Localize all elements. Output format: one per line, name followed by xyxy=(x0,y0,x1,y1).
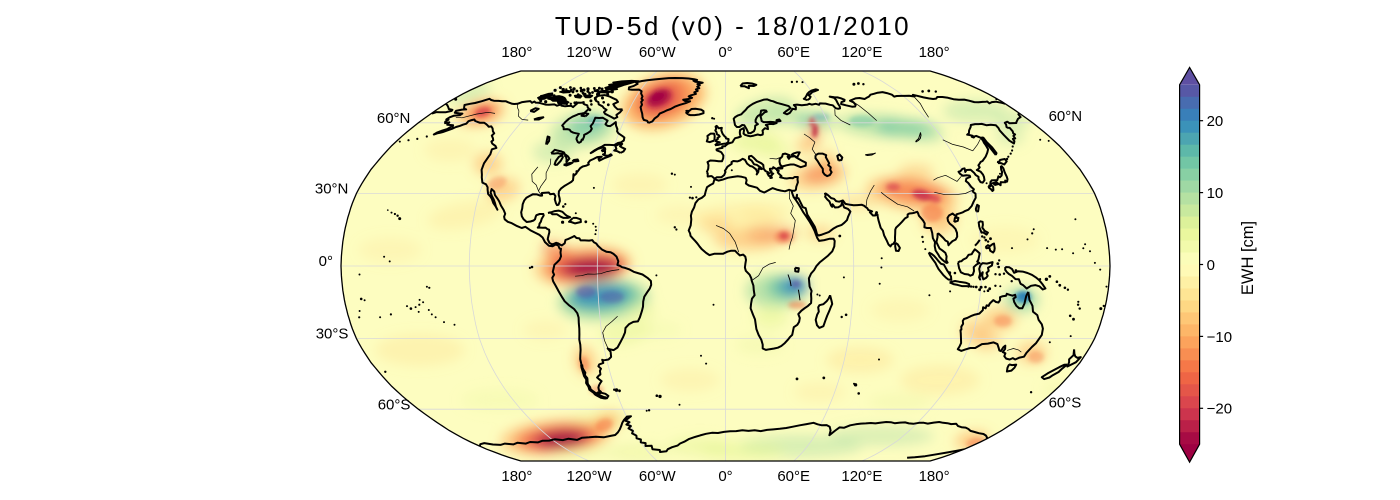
svg-text:60°S: 60°S xyxy=(378,396,411,413)
svg-text:60°N: 60°N xyxy=(377,110,411,127)
svg-text:30°N: 30°N xyxy=(315,181,349,198)
svg-text:0°: 0° xyxy=(718,468,732,485)
svg-text:30°S: 30°S xyxy=(316,326,349,343)
svg-text:10: 10 xyxy=(1207,185,1224,202)
svg-text:60°E: 60°E xyxy=(777,44,810,61)
svg-text:20: 20 xyxy=(1207,113,1224,130)
svg-text:120°E: 120°E xyxy=(841,468,882,485)
svg-text:120°W: 120°W xyxy=(567,44,613,61)
svg-text:0: 0 xyxy=(1207,257,1215,274)
svg-text:120°W: 120°W xyxy=(567,468,613,485)
svg-text:0°: 0° xyxy=(718,44,732,61)
svg-text:120°E: 120°E xyxy=(841,44,882,61)
svg-text:180°: 180° xyxy=(501,44,532,61)
svg-text:60°N: 60°N xyxy=(1049,108,1083,125)
svg-text:−20: −20 xyxy=(1207,401,1232,418)
svg-text:−10: −10 xyxy=(1207,329,1232,346)
svg-text:60°W: 60°W xyxy=(639,468,677,485)
svg-text:60°S: 60°S xyxy=(1049,394,1082,411)
svg-text:180°: 180° xyxy=(919,468,950,485)
svg-text:0°: 0° xyxy=(319,253,333,270)
svg-text:60°W: 60°W xyxy=(639,44,677,61)
svg-text:60°E: 60°E xyxy=(777,468,810,485)
svg-text:180°: 180° xyxy=(919,44,950,61)
svg-text:TUD-5d (v0) - 18/01/2010: TUD-5d (v0) - 18/01/2010 xyxy=(555,11,911,41)
svg-text:EWH [cm]: EWH [cm] xyxy=(1239,221,1257,295)
svg-text:180°: 180° xyxy=(501,468,532,485)
